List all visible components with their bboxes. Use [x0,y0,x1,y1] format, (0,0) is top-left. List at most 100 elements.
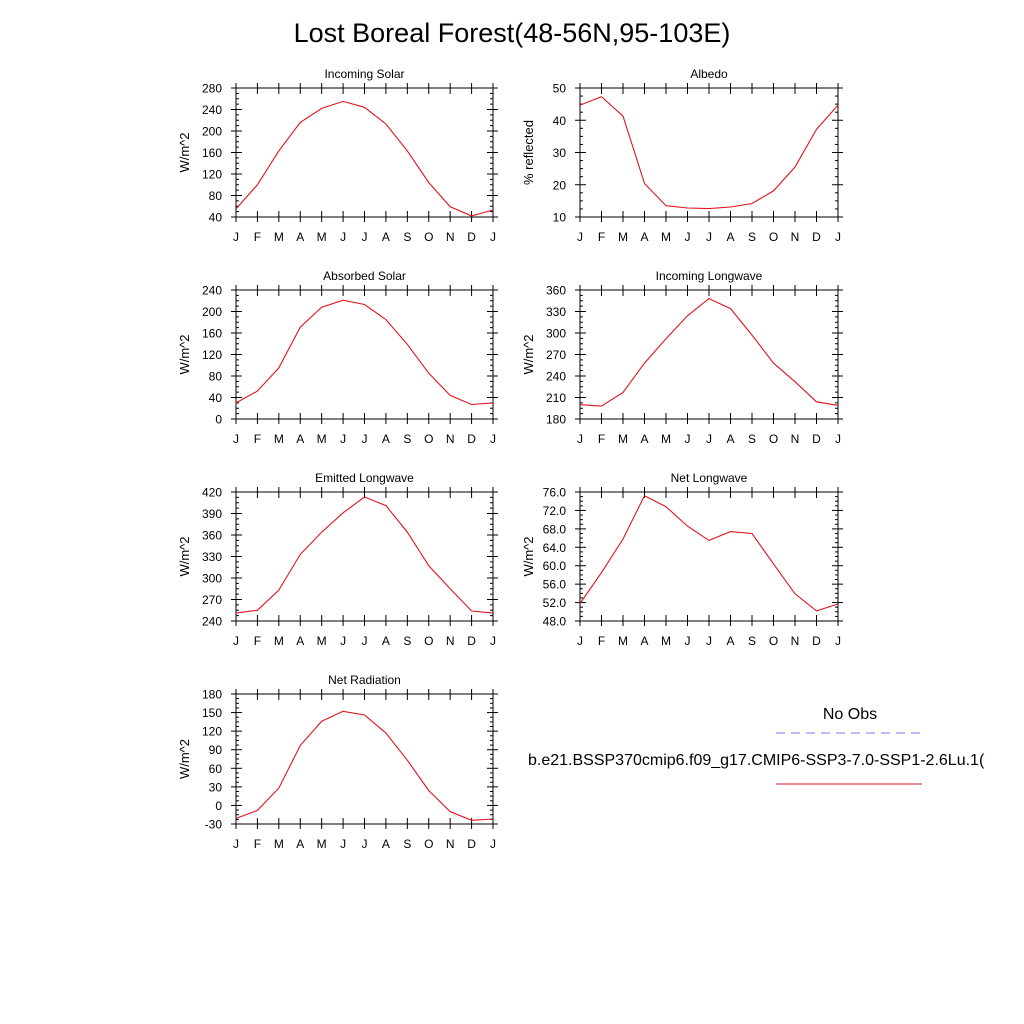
x-tick-label: J [340,230,346,244]
x-tick-label: D [467,837,476,851]
x-tick-label: J [233,634,239,648]
plot-frame [235,693,494,825]
x-tick-label: N [446,837,455,851]
chart-incoming-solar: Incoming Solar W/m^2 40 80 120 160 200 240 280 J F… [177,67,498,244]
x-tick-label: M [317,837,327,851]
x-tick-label: M [661,634,671,648]
chart-title: Incoming Solar [324,67,404,81]
x-tick-label: J [685,634,691,648]
x-tick-label: J [490,230,496,244]
chart-title: Net Radiation [328,673,401,687]
x-tick-label: A [382,432,390,446]
x-tick-label: J [685,230,691,244]
y-axis-label: W/m^2 [177,739,192,779]
x-tick-label: M [661,230,671,244]
x-tick-label: J [340,432,346,446]
y-tick-label: 160 [202,327,222,341]
y-tick-label: 90 [209,743,223,757]
series-line-incoming-longwave [579,297,839,407]
chart-emitted-longwave: Emitted Longwave W/m^2 240 270 300 330 360 390 4… [177,471,498,648]
y-axis-label: W/m^2 [177,132,192,172]
x-tick-label: N [446,634,455,648]
x-tick-label: M [274,432,284,446]
x-tick-label: A [296,837,304,851]
x-tick-label: N [446,230,455,244]
x-tick-label: J [706,634,712,648]
x-tick-label: J [835,634,841,648]
x-tick-label: J [490,837,496,851]
x-tick-label: J [706,432,712,446]
y-tick-label: 270 [546,348,566,362]
plot-frame [235,491,494,622]
x-tick-label: J [490,634,496,648]
x-tick-label: A [640,230,648,244]
legend-case-label: b.e21.BSSP370cmip6.f09_g17.CMIP6-SSP3-7.… [528,752,985,769]
x-tick-label: J [685,432,691,446]
x-tick-label: A [640,634,648,648]
x-tick-label: A [640,432,648,446]
x-tick-label: F [598,634,605,648]
y-tick-label: 76.0 [543,486,567,500]
chart-title: Emitted Longwave [315,471,414,485]
y-tick-label: 0 [215,413,222,427]
y-tick-label: 200 [202,305,222,319]
series-line-net-radiation [235,710,494,821]
y-tick-label: 72.0 [543,504,567,518]
x-tick-label: A [296,432,304,446]
y-tick-label: 330 [546,305,566,319]
y-tick-label: 360 [202,529,222,543]
x-tick-label: J [362,634,368,648]
chart-title: Albedo [690,67,728,81]
series-line-albedo [579,96,839,210]
x-tick-label: J [340,837,346,851]
x-tick-label: J [340,634,346,648]
y-tick-label: 30 [553,146,567,160]
x-tick-label: J [233,230,239,244]
x-tick-label: N [791,432,800,446]
plot-frame [579,491,839,622]
x-tick-label: D [467,432,476,446]
x-tick-label: D [467,230,476,244]
y-tick-label: 270 [202,593,222,607]
x-tick-label: A [296,230,304,244]
y-tick-label: 280 [202,82,222,96]
y-tick-label: 10 [553,211,567,225]
y-tick-label: 60 [209,762,223,776]
y-tick-label: 120 [202,168,222,182]
x-tick-label: M [317,230,327,244]
y-tick-label: 40 [209,391,223,405]
y-tick-label: 52.0 [543,596,567,610]
x-tick-label: S [403,230,411,244]
x-tick-label: F [254,432,261,446]
y-tick-label: 48.0 [543,615,567,629]
y-tick-label: 240 [202,103,222,117]
chart-title: Net Longwave [671,471,748,485]
x-tick-label: S [748,432,756,446]
y-tick-label: 56.0 [543,578,567,592]
x-tick-label: A [726,230,734,244]
y-tick-label: 210 [546,391,566,405]
x-tick-label: J [362,432,368,446]
chart-net-longwave: Net Longwave W/m^2 48.0 52.0 56.0 60.0 64.0 68.… [521,471,843,648]
y-tick-label: 60.0 [543,559,567,573]
legend-obs-line [776,732,922,734]
y-tick-label: 200 [202,125,222,139]
x-tick-label: O [424,634,433,648]
y-tick-label: 20 [553,178,567,192]
x-tick-label: S [748,634,756,648]
x-tick-label: M [618,230,628,244]
x-tick-label: M [618,634,628,648]
x-tick-label: A [382,230,390,244]
y-tick-label: 300 [202,572,222,586]
chart-title: Absorbed Solar [323,269,406,283]
y-tick-label: 240 [202,284,222,298]
y-axis-label: % reflected [521,120,536,185]
y-axis-label: W/m^2 [521,334,536,374]
series-line-incoming-solar [235,100,494,217]
y-axis-label: W/m^2 [177,334,192,374]
x-tick-label: A [726,634,734,648]
x-tick-label: J [362,230,368,244]
x-tick-label: J [490,432,496,446]
x-tick-label: J [835,432,841,446]
